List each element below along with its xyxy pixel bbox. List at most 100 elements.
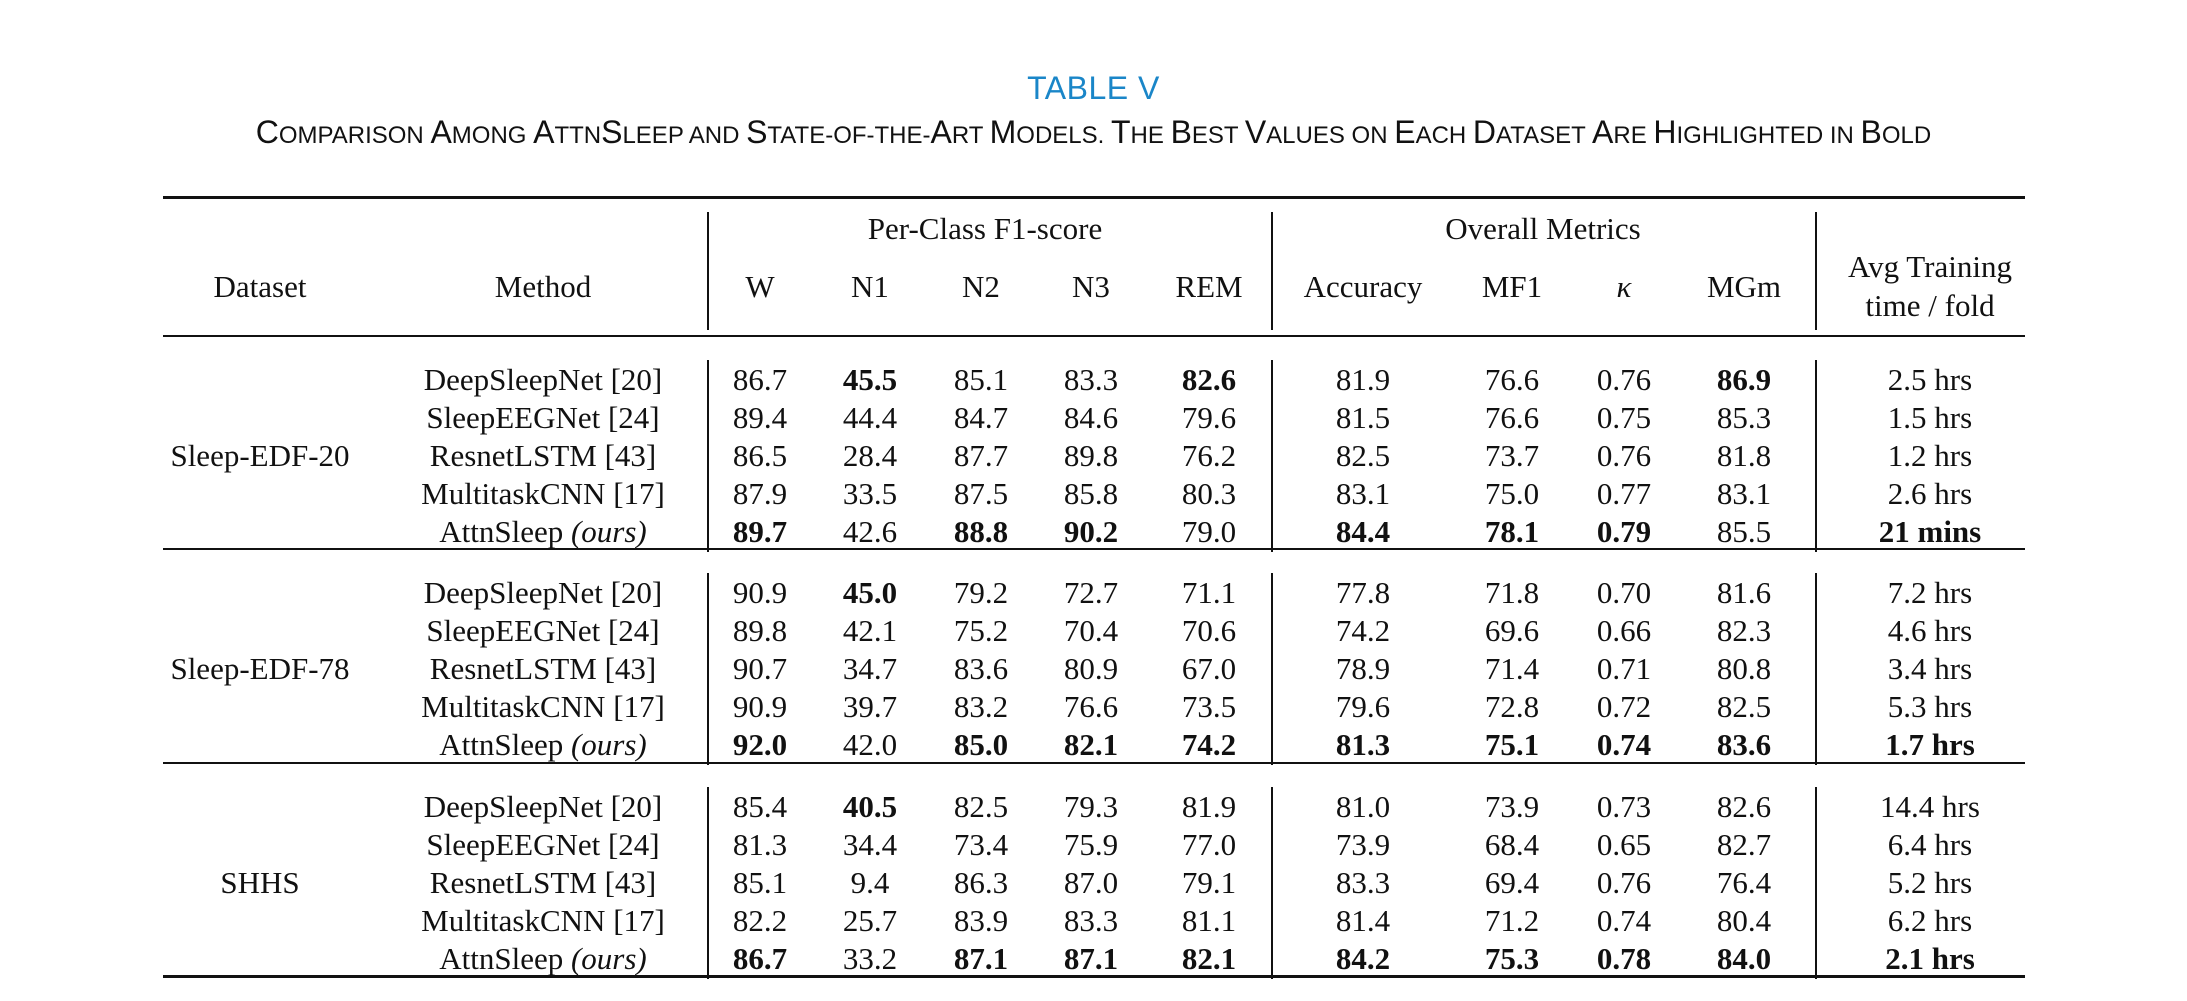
method-cell: MultitaskCNN [17] [373, 691, 713, 722]
value-cell: 78.1 [1484, 514, 1540, 549]
title-part: C [255, 114, 279, 150]
value-cell: 84.4 [1335, 514, 1391, 549]
value-cell: 73.7 [1484, 438, 1540, 473]
value-cell: 81.6 [1716, 575, 1772, 610]
value-cell: 70.4 [1063, 613, 1119, 648]
value-cell: 73.9 [1484, 789, 1540, 824]
value-cell: 28.4 [842, 438, 898, 473]
value-cell: 86.7 [732, 362, 788, 397]
value-cell: 82.5 [1335, 438, 1391, 473]
value-cell: 42.0 [842, 727, 898, 762]
value-cell: 84.2 [1335, 941, 1391, 976]
title-part: A [1592, 114, 1614, 150]
method-cell: AttnSleep (ours) [373, 943, 713, 974]
title-part: B [1170, 114, 1192, 150]
column-separator [707, 360, 709, 552]
title-part: A [930, 114, 952, 150]
value-cell: 85.4 [732, 789, 788, 824]
value-cell: 76.6 [1063, 689, 1119, 724]
value-cell: 77.0 [1181, 827, 1237, 862]
value-cell: 84.7 [953, 400, 1009, 435]
table-rule [163, 196, 2025, 199]
value-cell: 87.1 [953, 941, 1009, 976]
value-cell: 86.9 [1716, 362, 1772, 397]
value-cell: 75.1 [1484, 727, 1540, 762]
value-cell: 82.3 [1716, 613, 1772, 648]
title-part: ACH [1415, 122, 1473, 149]
value-cell: 82.1 [1063, 727, 1119, 762]
column-separator [1815, 573, 1817, 765]
value-cell: 83.3 [1063, 903, 1119, 938]
value-cell: 80.3 [1181, 476, 1237, 511]
value-cell: 90.9 [732, 575, 788, 610]
value-cell: 67.0 [1181, 651, 1237, 686]
title-part: A [533, 114, 555, 150]
value-cell: 85.3 [1716, 400, 1772, 435]
method-name: ResnetLSTM [43] [429, 651, 657, 686]
method-suffix: (ours) [570, 514, 647, 549]
value-cell: 82.6 [1716, 789, 1772, 824]
column-separator [1271, 360, 1273, 552]
title-part: IGHLIGHTED IN [1676, 122, 1861, 149]
header-column: REM [1175, 269, 1243, 304]
title-part: D [1472, 114, 1497, 150]
value-cell: 90.2 [1063, 514, 1119, 549]
column-separator [707, 212, 709, 330]
value-cell: 40.5 [842, 789, 898, 824]
header-column: N1 [851, 269, 889, 304]
method-suffix: (ours) [570, 941, 647, 976]
method-cell: SleepEEGNet [24] [373, 615, 713, 646]
value-cell: 82.5 [953, 789, 1009, 824]
header-per-class-f1: Per-Class F1-score [867, 211, 1103, 246]
training-time-cell: 6.4 hrs [1887, 827, 1973, 862]
value-cell: 81.1 [1181, 903, 1237, 938]
header-overall-metrics: Overall Metrics [1445, 211, 1641, 246]
value-cell: 79.3 [1063, 789, 1119, 824]
value-cell: 79.2 [953, 575, 1009, 610]
value-cell: 25.7 [842, 903, 898, 938]
table-label: TABLE V [1027, 70, 1160, 106]
value-cell: 89.8 [1063, 438, 1119, 473]
value-cell: 73.5 [1181, 689, 1237, 724]
value-cell: 75.9 [1063, 827, 1119, 862]
title-part: TATE-OF-THE- [767, 122, 931, 149]
title-part: HE [1130, 122, 1171, 149]
value-cell: 82.1 [1181, 941, 1237, 976]
value-cell: 33.2 [842, 941, 898, 976]
value-cell: 77.8 [1335, 575, 1391, 610]
value-cell: 78.9 [1335, 651, 1391, 686]
value-cell: 76.2 [1181, 438, 1237, 473]
value-cell: 79.6 [1181, 400, 1237, 435]
value-cell: 89.7 [732, 514, 788, 549]
value-cell: 87.5 [953, 476, 1009, 511]
value-cell: 0.66 [1596, 613, 1652, 648]
training-time-cell: 2.5 hrs [1887, 362, 1973, 397]
method-suffix: (ours) [570, 727, 647, 762]
value-cell: 80.4 [1716, 903, 1772, 938]
value-cell: 81.0 [1335, 789, 1391, 824]
value-cell: 79.6 [1335, 689, 1391, 724]
value-cell: 81.9 [1335, 362, 1391, 397]
value-cell: 0.79 [1596, 514, 1652, 549]
training-time-cell: 5.2 hrs [1887, 865, 1973, 900]
value-cell: 85.1 [953, 362, 1009, 397]
column-separator [1271, 573, 1273, 765]
value-cell: 0.65 [1596, 827, 1652, 862]
title-part: ALUES ON [1266, 122, 1395, 149]
training-time-cell: 6.2 hrs [1887, 903, 1973, 938]
value-cell: 71.4 [1484, 651, 1540, 686]
column-separator [707, 787, 709, 979]
method-name: ResnetLSTM [43] [429, 865, 657, 900]
method-cell: AttnSleep (ours) [373, 516, 713, 547]
title-part: T [1111, 114, 1131, 150]
method-name: DeepSleepNet [20] [423, 575, 663, 610]
value-cell: 34.4 [842, 827, 898, 862]
value-cell: 69.6 [1484, 613, 1540, 648]
column-separator [1271, 212, 1273, 330]
method-name: DeepSleepNet [20] [423, 362, 663, 397]
method-cell: ResnetLSTM [43] [373, 653, 713, 684]
training-time-cell: 1.2 hrs [1887, 438, 1973, 473]
value-cell: 75.0 [1484, 476, 1540, 511]
header-column: MF1 [1481, 269, 1543, 304]
value-cell: 0.77 [1596, 476, 1652, 511]
